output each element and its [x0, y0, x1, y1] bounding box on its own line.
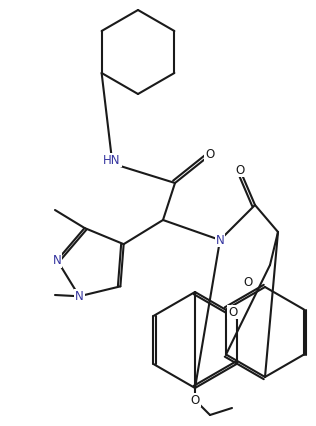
- Text: O: O: [228, 305, 238, 319]
- Text: HN: HN: [103, 153, 121, 167]
- Text: O: O: [235, 164, 245, 176]
- Text: N: N: [53, 254, 62, 267]
- Text: O: O: [205, 149, 215, 161]
- Text: N: N: [75, 290, 84, 303]
- Text: O: O: [243, 276, 252, 288]
- Text: N: N: [216, 233, 224, 247]
- Text: O: O: [190, 394, 200, 406]
